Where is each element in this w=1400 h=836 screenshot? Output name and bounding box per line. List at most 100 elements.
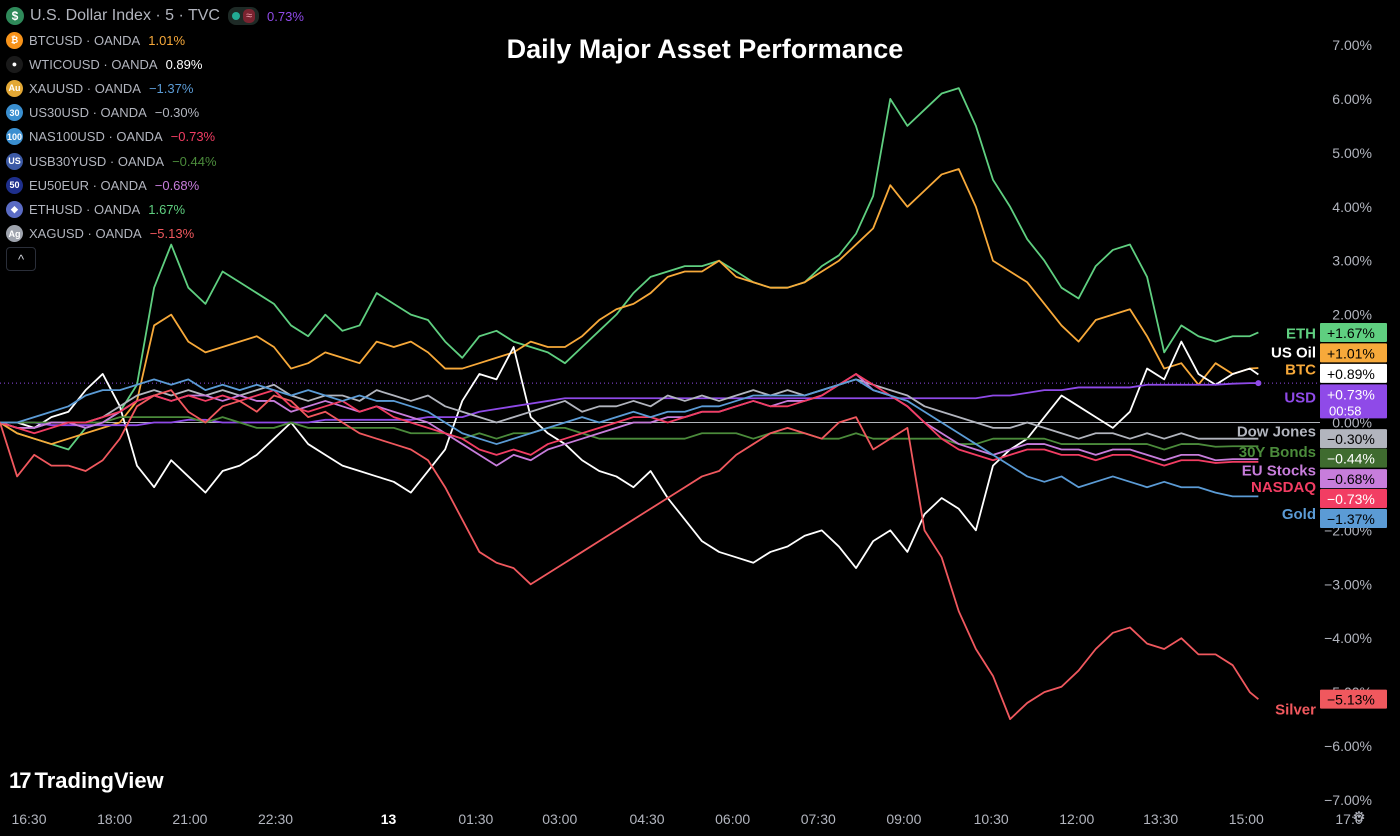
- series-line-btcusd: [0, 168, 1259, 445]
- y-tick-label: 4.00%: [1332, 199, 1372, 215]
- value-badge-text: −0.68%: [1327, 471, 1375, 487]
- value-badge-bg: [1320, 384, 1387, 419]
- x-tick-label: 03:00: [542, 811, 577, 827]
- series-label-dow-jones: Dow Jones: [1237, 424, 1316, 441]
- series-line-xauusd: [0, 378, 1259, 498]
- x-tick-label: 17:0: [1335, 811, 1362, 827]
- legend-row-eu50eur[interactable]: 50 EU50EUR · OANDA −0.68%: [6, 173, 304, 197]
- legend-symbol-label: US30USD · OANDA: [29, 105, 147, 121]
- series-line-usb30yusd: [0, 416, 1259, 451]
- series-label-btc: BTC: [1285, 362, 1316, 379]
- legend-row-btcusd[interactable]: ₿ BTCUSD · OANDA 1.01%: [6, 28, 304, 52]
- series-label-eu-stocks: EU Stocks: [1242, 462, 1316, 479]
- legend-symbol-label: XAGUSD · OANDA: [29, 226, 142, 242]
- value-badge: −0.73%: [1320, 489, 1387, 509]
- value-badge: +1.01%: [1320, 343, 1387, 363]
- value-badge-text: −0.44%: [1327, 451, 1375, 467]
- series-label-silver: Silver: [1275, 701, 1316, 718]
- value-badge: +1.67%: [1320, 322, 1387, 342]
- legend-row-xauusd[interactable]: Au XAUUSD · OANDA −1.37%: [6, 76, 304, 100]
- value-badge-text: +0.73%: [1327, 386, 1375, 402]
- value-badge-text: −0.73%: [1327, 491, 1375, 507]
- value-badge-bg: [1320, 689, 1387, 709]
- value-badge-text: +1.01%: [1327, 345, 1375, 361]
- x-tick-label: 18:00: [97, 811, 132, 827]
- x-tick-label: 21:00: [172, 811, 207, 827]
- value-badge-text: +1.67%: [1327, 325, 1375, 341]
- legend-row-nas100usd[interactable]: 100 NAS100USD · OANDA −0.73%: [6, 125, 304, 149]
- x-tick-label: 06:00: [715, 811, 750, 827]
- main-symbol-label: U.S. Dollar Index · 5 · TVC: [30, 7, 220, 24]
- symbol-icon: Ag: [6, 225, 23, 243]
- legend-value: −1.37%: [148, 80, 194, 96]
- legend-value: −0.30%: [154, 105, 200, 121]
- value-badge-bg: [1320, 322, 1387, 342]
- y-tick-label: −7.00%: [1324, 792, 1372, 808]
- series-line-ethusd: [0, 87, 1259, 451]
- market-status-pill[interactable]: ≈: [227, 7, 260, 25]
- symbol-icon: US: [6, 152, 23, 170]
- x-tick-label: 13: [381, 811, 397, 827]
- settings-gear-icon[interactable]: ⚙: [1352, 809, 1366, 826]
- y-tick-label: 0.00%: [1332, 415, 1372, 431]
- value-badge: −0.44%: [1320, 448, 1387, 468]
- legend-value: −0.68%: [154, 177, 200, 193]
- series-line-xagusd: [0, 389, 1259, 721]
- value-badge-bg: [1320, 363, 1387, 383]
- value-badge: −0.30%: [1320, 429, 1387, 449]
- x-tick-label: 15:00: [1229, 811, 1264, 827]
- legend-symbol-label: NAS100USD · OANDA: [29, 129, 163, 145]
- value-badge-bg: [1320, 429, 1387, 449]
- symbol-icon: ◆: [6, 200, 23, 218]
- symbol-icon: ●: [6, 55, 23, 73]
- series-line-wticousd: [0, 340, 1259, 570]
- y-tick-label: −4.00%: [1324, 630, 1372, 646]
- legend-value: 1.01%: [148, 32, 186, 48]
- symbol-icon: 50: [6, 176, 23, 194]
- y-tick-label: 7.00%: [1332, 37, 1372, 53]
- legend-value: −5.13%: [149, 226, 195, 242]
- legend-symbol-label: USB30YUSD · OANDA: [29, 153, 165, 169]
- series-label-gold: Gold: [1282, 506, 1316, 523]
- x-tick-label: 09:00: [886, 811, 921, 827]
- legend-row-us30usd[interactable]: 30 US30USD · OANDA −0.30%: [6, 101, 304, 125]
- x-tick-label: 07:30: [801, 811, 836, 827]
- dollar-icon: $: [6, 7, 24, 25]
- value-badge: +0.89%: [1320, 363, 1387, 383]
- y-tick-label: −3.00%: [1324, 576, 1372, 592]
- series-line-us30usd: [0, 378, 1259, 440]
- legend-symbol-label: ETHUSD · OANDA: [29, 201, 141, 217]
- y-tick-label: −6.00%: [1324, 738, 1372, 754]
- main-symbol-value: 0.73%: [267, 8, 304, 24]
- symbol-icon: Au: [6, 79, 23, 97]
- legend-value: −0.73%: [170, 129, 216, 145]
- value-badge-text: −1.37%: [1327, 511, 1375, 527]
- value-badge-text: +0.89%: [1327, 366, 1375, 382]
- series-label-eth: ETH: [1286, 325, 1316, 342]
- tradingview-wordmark: TradingView: [34, 768, 164, 793]
- value-badge: −1.37%: [1320, 508, 1387, 528]
- collapse-legend-button[interactable]: ^: [6, 247, 36, 271]
- value-badge-text: −5.13%: [1327, 692, 1375, 708]
- tradingview-mark-icon: 17: [9, 768, 32, 793]
- x-tick-label: 12:00: [1059, 811, 1094, 827]
- legend-row-wticousd[interactable]: ● WTICOUSD · OANDA 0.89%: [6, 52, 304, 76]
- legend-value: 0.89%: [165, 56, 203, 72]
- x-tick-label: 22:30: [258, 811, 293, 827]
- legend-row-xagusd[interactable]: Ag XAGUSD · OANDA −5.13%: [6, 222, 304, 246]
- y-tick-label: 6.00%: [1332, 91, 1372, 107]
- y-tick-label: 2.00%: [1332, 307, 1372, 323]
- legend-row-usb30yusd[interactable]: US USB30YUSD · OANDA −0.44%: [6, 149, 304, 173]
- value-badge: −0.68%: [1320, 469, 1387, 489]
- value-badge-bg: [1320, 508, 1387, 528]
- market-open-dot-icon: [231, 12, 240, 20]
- legend-row-ethusd[interactable]: ◆ ETHUSD · OANDA 1.67%: [6, 197, 304, 221]
- delayed-data-icon: ≈: [242, 9, 256, 23]
- x-tick-label: 13:30: [1143, 811, 1178, 827]
- tradingview-logo[interactable]: 17 TradingView: [9, 768, 164, 794]
- legend-symbol-label: WTICOUSD · OANDA: [29, 56, 158, 72]
- legend-main-symbol[interactable]: $ U.S. Dollar Index · 5 · TVC ≈ 0.73%: [6, 4, 304, 28]
- symbol-icon: ₿: [6, 31, 23, 49]
- symbol-icon: 30: [6, 104, 23, 122]
